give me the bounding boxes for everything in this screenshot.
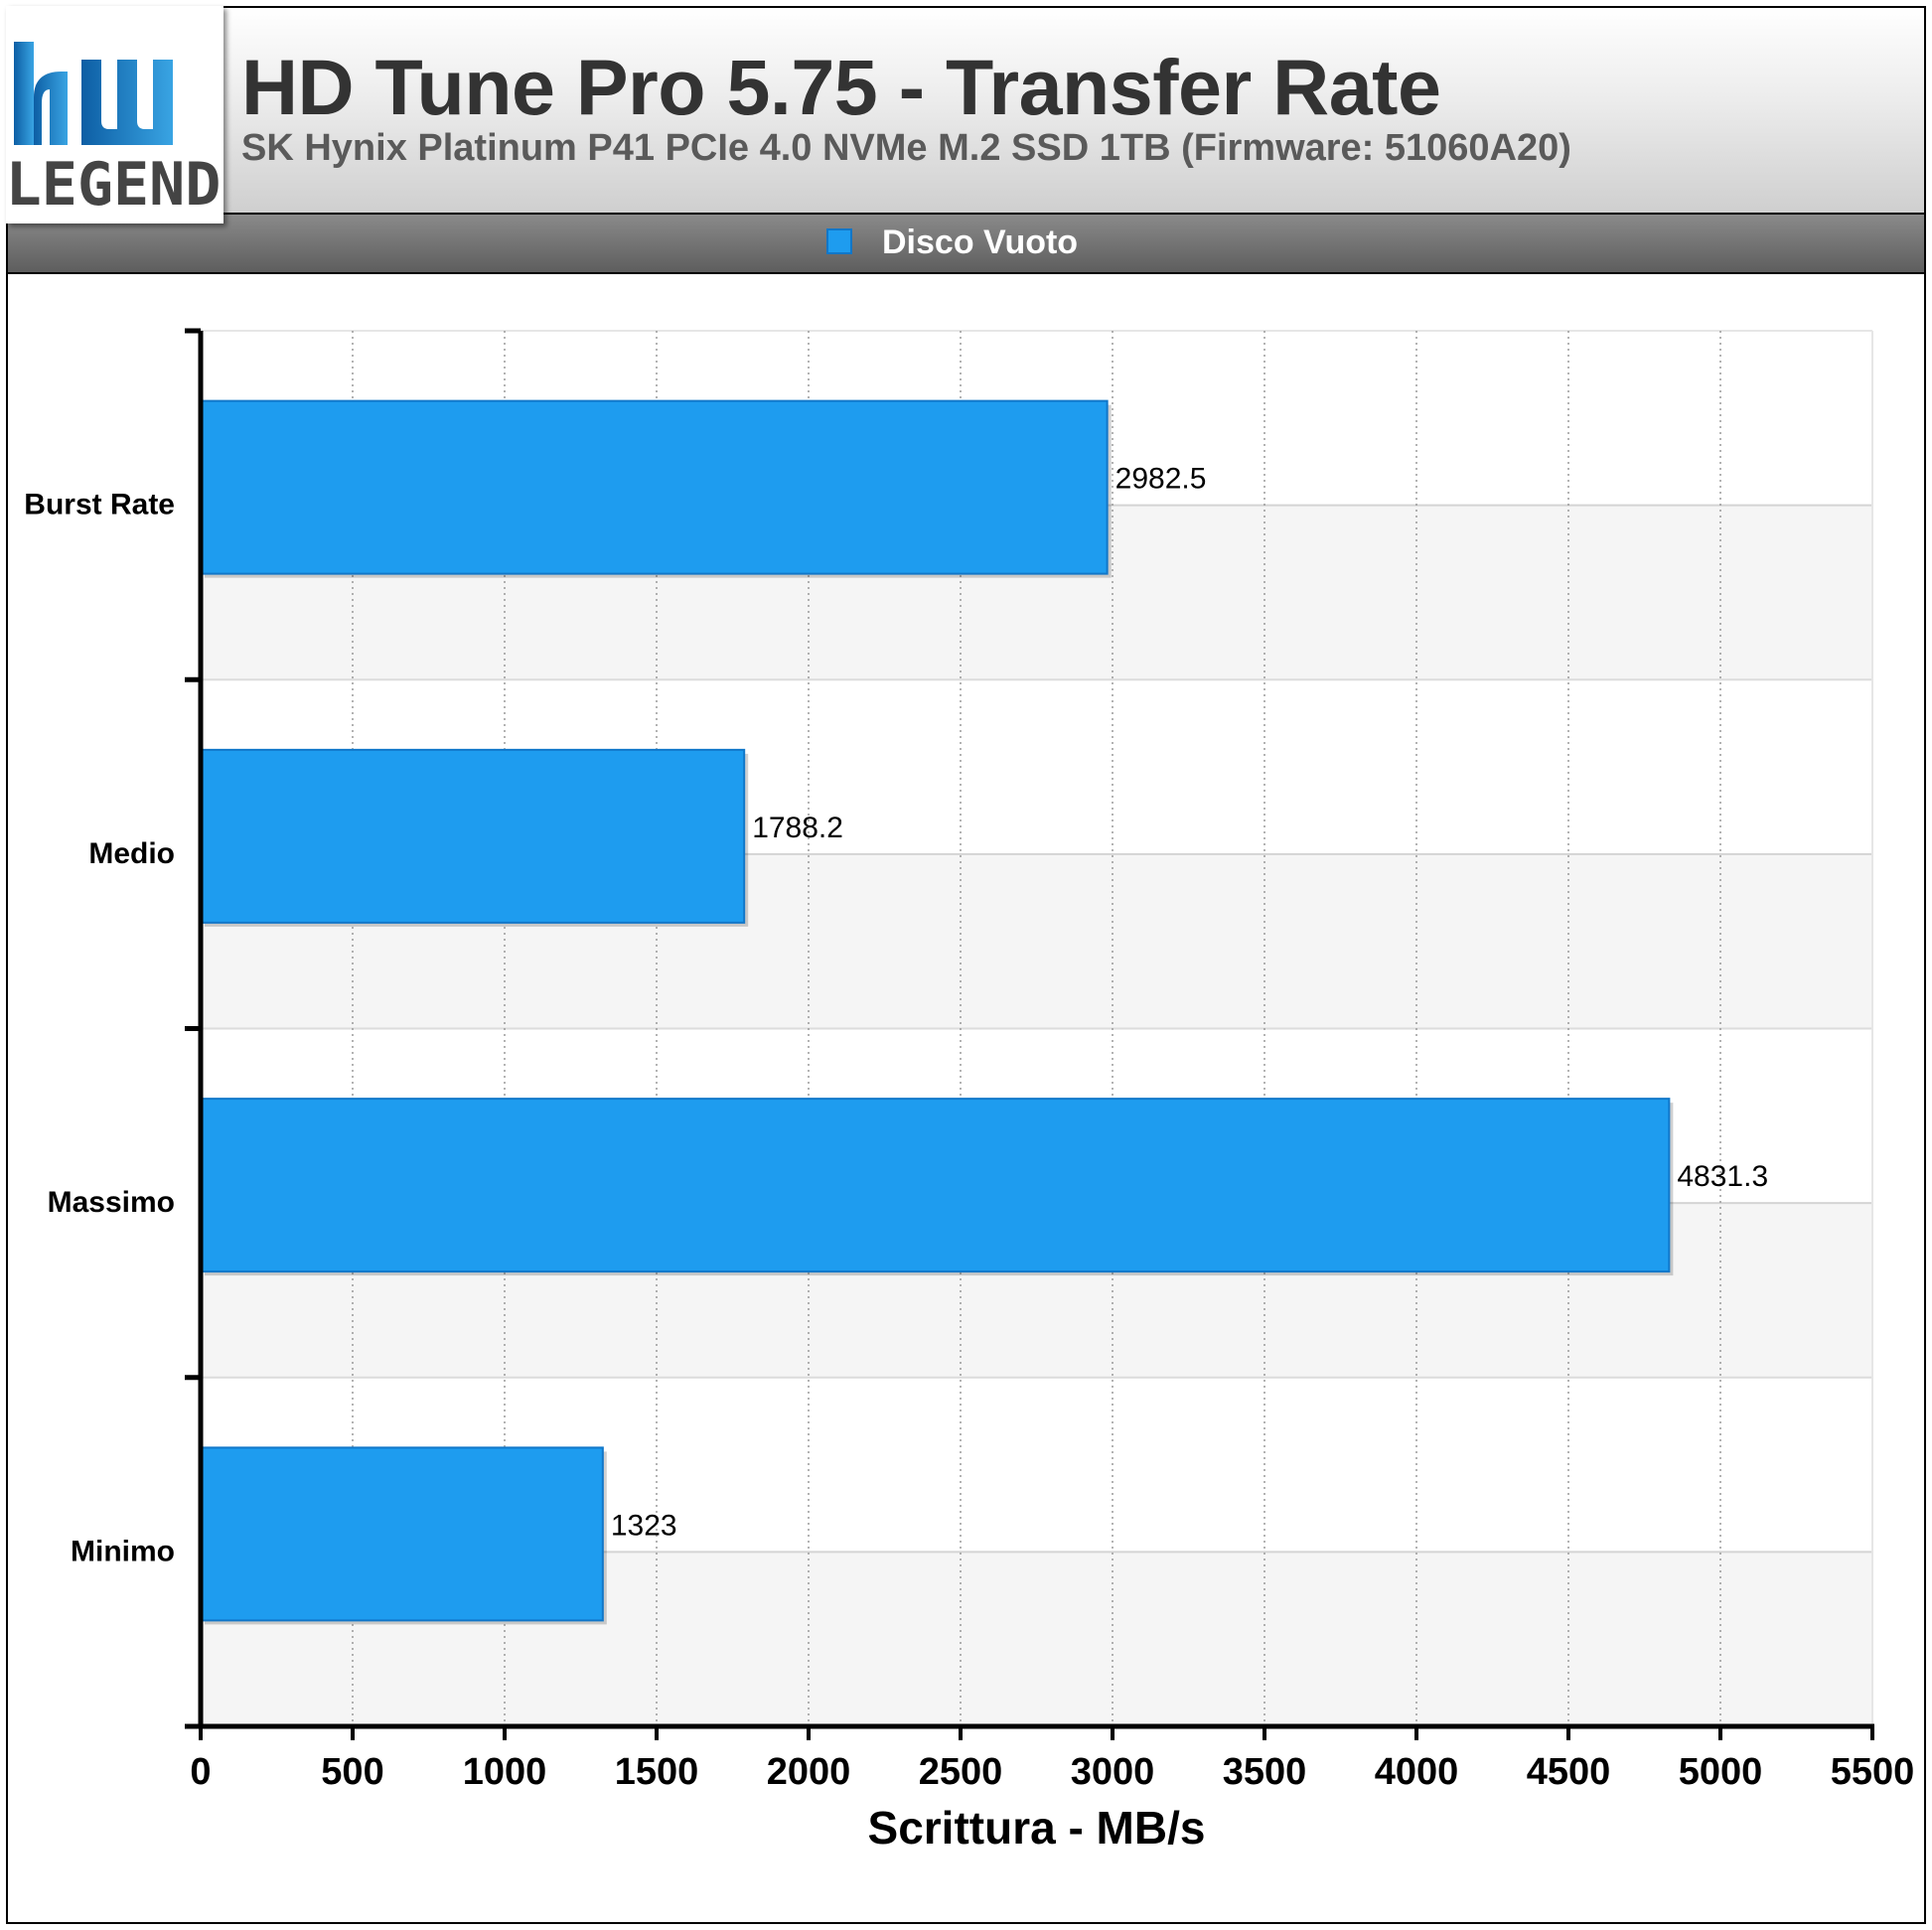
legend-label: Disco Vuoto [882, 223, 1079, 261]
x-tick-label: 1500 [615, 1751, 699, 1793]
x-tick-label: 2000 [767, 1751, 851, 1793]
bar [200, 1446, 604, 1622]
x-tick-label: 3000 [1071, 1751, 1155, 1793]
logo: LEGEND [6, 6, 223, 223]
chart-header [6, 6, 1926, 213]
value-label: 2982.5 [1115, 463, 1207, 496]
x-tick-label: 500 [321, 1751, 383, 1793]
bar [200, 1098, 1671, 1273]
category-label: Burst Rate [24, 489, 175, 521]
category-label: Minimo [71, 1535, 175, 1567]
x-tick-label: 5000 [1679, 1751, 1763, 1793]
logo-graphic: LEGEND [6, 42, 221, 220]
bar [200, 748, 746, 924]
x-tick-label: 1000 [463, 1751, 547, 1793]
chart-subtitle: SK Hynix Platinum P41 PCIe 4.0 NVMe M.2 … [241, 127, 1571, 169]
x-tick-label: 4000 [1375, 1751, 1459, 1793]
x-tick-label: 3500 [1223, 1751, 1307, 1793]
bar [200, 399, 1109, 575]
gridlines [352, 331, 1721, 1726]
legend-swatch [826, 228, 852, 254]
x-tick-label: 5500 [1831, 1751, 1915, 1793]
category-label: Medio [88, 837, 175, 870]
bars [200, 399, 1674, 1625]
axes [185, 328, 1874, 1740]
value-label: 4831.3 [1677, 1160, 1768, 1193]
x-tick-label: 0 [190, 1751, 211, 1793]
labels: 0 500 1000 1500 2000 2500 3000 3500 4000 4500 5000… [24, 463, 1914, 1854]
value-label: 1323 [611, 1509, 677, 1542]
x-tick-label: 2500 [919, 1751, 1003, 1793]
legend [6, 213, 1926, 274]
logo-text: LEGEND [6, 150, 221, 220]
chart-title: HD Tune Pro 5.75 - Transfer Rate [241, 43, 1441, 131]
x-tick-label: 4500 [1527, 1751, 1611, 1793]
value-label: 1788.2 [752, 812, 843, 844]
x-axis-title: Scrittura - MB/s [868, 1802, 1206, 1854]
category-label: Massimo [48, 1186, 175, 1219]
